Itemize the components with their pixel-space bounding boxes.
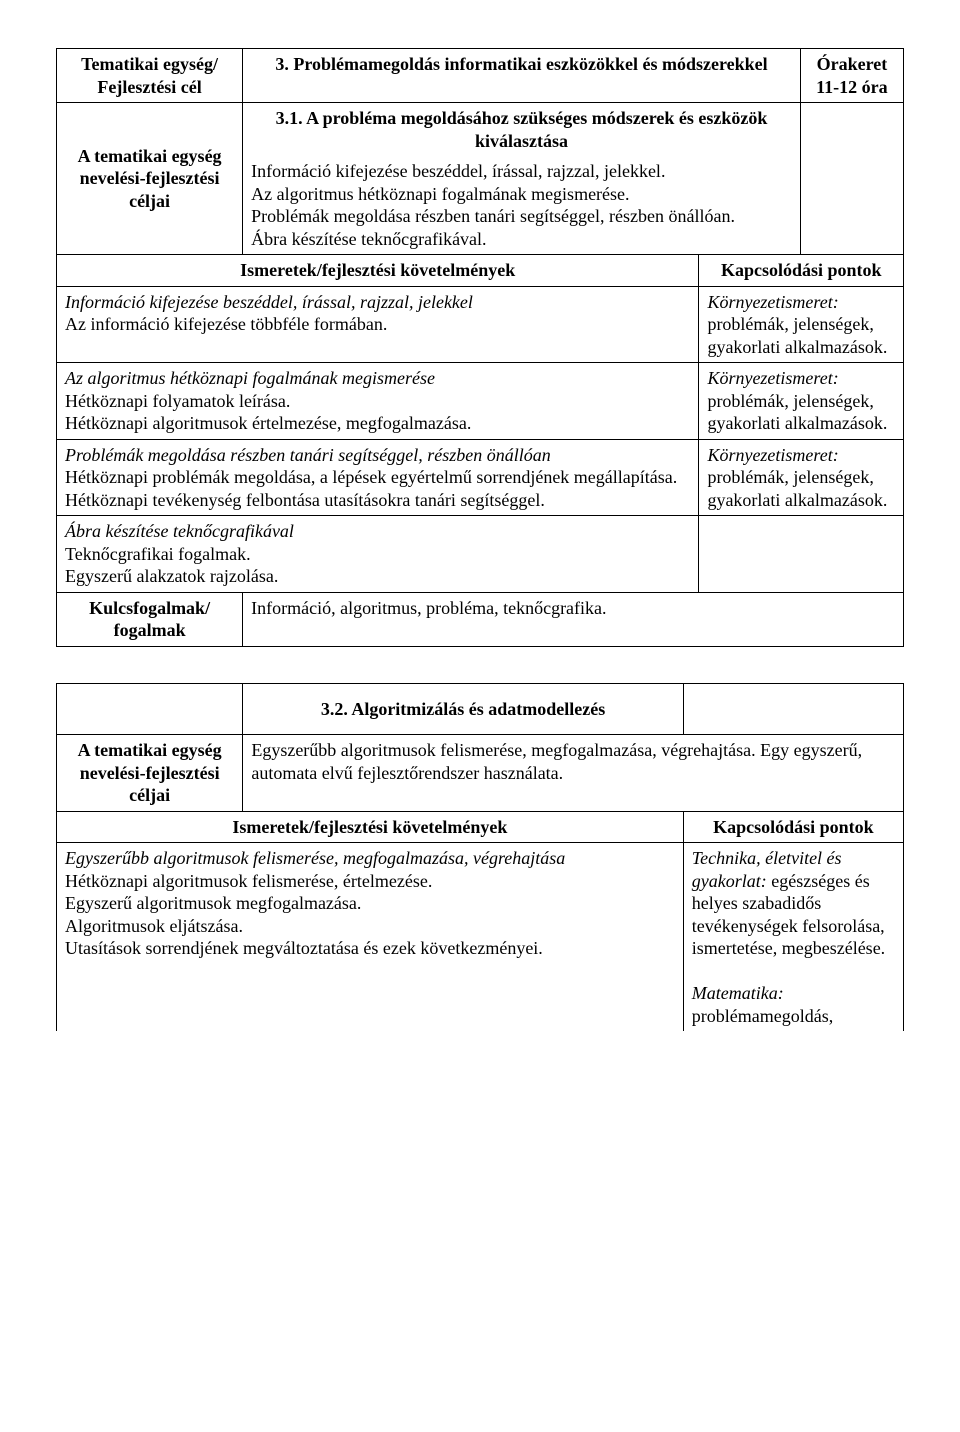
req1-title: Információ kifejezése beszéddel, írással… [65, 292, 473, 312]
t2-goals-label: A tematikai egység nevelési-fejlesztési … [57, 735, 243, 812]
header-col2: 3. Problémamegoldás informatikai eszközö… [243, 49, 801, 103]
req3-title: Problémák megoldása részben tanári segít… [65, 445, 551, 465]
req-row-2-right: Környezetismeret: problémák, jelenségek,… [699, 363, 904, 440]
t2-empty-right [683, 683, 903, 735]
t2-title: 3.2. Algoritmizálás és adatmodellezés [243, 683, 683, 735]
req2-body: Hétköznapi folyamatok leírása. Hétköznap… [65, 391, 471, 434]
t2-req-header-right: Kapcsolódási pontok [683, 811, 903, 843]
req1-right-title: Környezetismeret: [707, 292, 838, 312]
goals-label: A tematikai egység nevelési-fejlesztési … [57, 103, 243, 255]
goals-text: Információ kifejezése beszéddel, írással… [243, 156, 801, 255]
t2-goals-text: Egyszerűbb algoritmusok felismerése, meg… [243, 735, 904, 812]
req-row-4-right [699, 516, 904, 593]
t2-req1-body: Hétköznapi algoritmusok felismerése, ért… [65, 871, 543, 959]
req1-body: Az információ kifejezése többféle formáb… [65, 314, 387, 334]
req4-title: Ábra készítése teknőcgrafikával [65, 521, 294, 541]
key-concepts-text: Információ, algoritmus, probléma, teknőc… [243, 592, 904, 646]
t2-req-row-1-right: Technika, életvitel és gyakorlat: egészs… [683, 843, 903, 1032]
t2-req1-title: Egyszerűbb algoritmusok felismerése, meg… [65, 848, 565, 868]
req3-body: Hétköznapi problémák megoldása, a lépése… [65, 467, 677, 510]
req2-title: Az algoritmus hétköznapi fogalmának megi… [65, 368, 435, 388]
req2-right-body: problémák, jelenségek, gyakorlati alkalm… [707, 391, 887, 434]
t2-req-header-left: Ismeretek/fejlesztési követelmények [57, 811, 684, 843]
req-header-left: Ismeretek/fejlesztési követelmények [57, 255, 699, 287]
curriculum-table-1: Tematikai egység/ Fejlesztési cél 3. Pro… [56, 48, 904, 647]
t2-req1-right-body2: problémamegoldás, [692, 1006, 833, 1026]
req-header-right: Kapcsolódási pontok [699, 255, 904, 287]
t2-req-row-1-left: Egyszerűbb algoritmusok felismerése, meg… [57, 843, 684, 1032]
t2-req1-right-title2: Matematika: [692, 983, 784, 1003]
t2-empty-left [57, 683, 243, 735]
section-subtitle: 3.1. A probléma megoldásához szükséges m… [243, 103, 801, 157]
key-concepts-label: Kulcsfogalmak/ fogalmak [57, 592, 243, 646]
req4-body: Teknőcgrafikai fogalmak. Egyszerű alakza… [65, 544, 278, 587]
req1-right-body: problémák, jelenségek, gyakorlati alkalm… [707, 314, 887, 357]
req-row-3-left: Problémák megoldása részben tanári segít… [57, 439, 699, 516]
empty-cell [800, 103, 903, 255]
req-row-1-right: Környezetismeret: problémák, jelenségek,… [699, 286, 904, 363]
req3-right-body: problémák, jelenségek, gyakorlati alkalm… [707, 467, 887, 510]
req-row-4-left: Ábra készítése teknőcgrafikával Teknőcgr… [57, 516, 699, 593]
req-row-3-right: Környezetismeret: problémák, jelenségek,… [699, 439, 904, 516]
req2-right-title: Környezetismeret: [707, 368, 838, 388]
header-col1: Tematikai egység/ Fejlesztési cél [57, 49, 243, 103]
req-row-1-left: Információ kifejezése beszéddel, írással… [57, 286, 699, 363]
req3-right-title: Környezetismeret: [707, 445, 838, 465]
req-row-2-left: Az algoritmus hétköznapi fogalmának megi… [57, 363, 699, 440]
header-col3: Órakeret 11-12 óra [800, 49, 903, 103]
curriculum-table-2: 3.2. Algoritmizálás és adatmodellezés A … [56, 683, 904, 1032]
